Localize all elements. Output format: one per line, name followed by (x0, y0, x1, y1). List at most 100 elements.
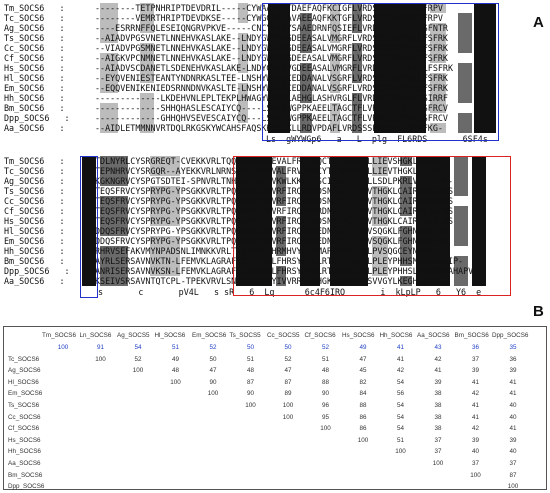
sequence-name: Cf_SOCS6 : (4, 206, 65, 216)
matrix-cell: 90 (240, 390, 262, 398)
matrix-cell: 100 (52, 344, 74, 352)
matrix-row-name: Cc_SOCS6 (8, 414, 41, 422)
matrix-cell: 88 (352, 402, 374, 410)
matrix-cell: 43 (427, 344, 449, 352)
matrix-column-header: Tm_SOCS6 (42, 332, 76, 340)
matrix-cell: 37 (465, 460, 487, 468)
matrix-cell: 47 (352, 356, 374, 364)
conserved-box-blue-bottom (80, 156, 98, 298)
matrix-column-header: Ag_SOCS5 (117, 332, 150, 340)
matrix-cell: 47 (202, 367, 224, 375)
matrix-cell: 51 (390, 437, 412, 445)
matrix-cell: 36 (502, 356, 524, 364)
matrix-column-header: Em_SOCS6 (192, 332, 226, 340)
sequence-name: Ag_SOCS6 : (4, 23, 65, 33)
matrix-cell: 45 (352, 367, 374, 375)
matrix-cell: 41 (390, 356, 412, 364)
matrix-cell: 39 (502, 437, 524, 445)
sequence-name: Cc_SOCS6 : (4, 43, 65, 53)
matrix-row-name: Ag_SOCS6 (8, 367, 41, 375)
matrix-cell: 54 (390, 379, 412, 387)
matrix-cell: 90 (202, 379, 224, 387)
matrix-row-name: Hh_SOCS6 (8, 448, 41, 456)
matrix-cell: 86 (352, 425, 374, 433)
matrix-cell: 54 (390, 425, 412, 433)
alignment-bottom: Tm_SOCS6 : TDLNYRLCYSRGREQT-CVEKKVRLTQQSL… (0, 156, 525, 281)
matrix-row-name: Bm_SOCS6 (8, 472, 42, 480)
identity-matrix: Tm_SOCS6 Ln_SOCS6 Ag_SOCS5 Hl_SOCS6 Em_SOCS6… (3, 326, 547, 490)
matrix-cell: 40 (465, 448, 487, 456)
matrix-cell: 38 (427, 414, 449, 422)
sequence-name: Aa_SOCS6 : (4, 123, 65, 133)
sequence-name: Em_SOCS6 : (4, 236, 65, 246)
matrix-cell: 41 (465, 414, 487, 422)
sequence-name: Tm_SOCS6 : (4, 156, 65, 166)
matrix-cell: 90 (315, 390, 337, 398)
matrix-cell: 51 (240, 356, 262, 364)
sequence-name: Tc_SOCS6 : (4, 166, 65, 176)
matrix-cell: 36 (465, 344, 487, 352)
matrix-cell: 91 (90, 344, 112, 352)
matrix-cell: 41 (465, 402, 487, 410)
matrix-cell: 48 (315, 367, 337, 375)
matrix-cell: 41 (390, 344, 412, 352)
matrix-cell: 100 (352, 437, 374, 445)
matrix-cell: 50 (277, 344, 299, 352)
sequence-name: Hl_SOCS6 : (4, 226, 65, 236)
matrix-cell: 41 (502, 425, 524, 433)
matrix-cell: 52 (127, 356, 149, 364)
matrix-cell: 49 (165, 356, 187, 364)
matrix-column-header: Cc_SOCS5 (267, 332, 300, 340)
matrix-cell: 48 (240, 367, 262, 375)
matrix-cell: 41 (465, 379, 487, 387)
sequence-name: Bm_SOCS6 : (4, 256, 65, 266)
matrix-cell: 39 (465, 367, 487, 375)
matrix-cell: 96 (315, 402, 337, 410)
matrix-cell: 38 (427, 402, 449, 410)
matrix-cell: 41 (502, 379, 524, 387)
matrix-cell: 100 (277, 402, 299, 410)
matrix-column-header: Hl_SOCS6 (155, 332, 186, 340)
matrix-cell: 52 (277, 356, 299, 364)
matrix-column-header: Ln_SOCS6 (80, 332, 112, 340)
matrix-cell: 86 (352, 414, 374, 422)
matrix-cell: 82 (352, 379, 374, 387)
matrix-cell: 54 (390, 402, 412, 410)
matrix-cell: 54 (390, 414, 412, 422)
matrix-cell: 40 (502, 402, 524, 410)
matrix-cell: 89 (277, 390, 299, 398)
matrix-cell: 100 (240, 402, 262, 410)
matrix-cell: 56 (390, 390, 412, 398)
matrix-cell: 41 (427, 367, 449, 375)
sh2-box-red (233, 156, 511, 296)
matrix-cell: 51 (165, 344, 187, 352)
matrix-row-name: Cf_SOCS6 (8, 425, 39, 433)
matrix-cell: 52 (202, 344, 224, 352)
sequence-name: Hl_SOCS6 : (4, 73, 65, 83)
matrix-cell: 39 (465, 437, 487, 445)
matrix-cell: 42 (427, 356, 449, 364)
matrix-cell: 42 (465, 425, 487, 433)
sequence-name: Aa_SOCS6 : (4, 276, 65, 286)
matrix-cell: 100 (165, 379, 187, 387)
matrix-column-header: Bm_SOCS6 (455, 332, 489, 340)
panel-b-label: B (533, 303, 544, 320)
matrix-column-header: Aa_SOCS6 (417, 332, 450, 340)
sequence-name: Hh_SOCS6 : (4, 93, 65, 103)
matrix-row-name: Hs_SOCS6 (8, 437, 41, 445)
sequence-name: Ag_SOCS6 : (4, 176, 65, 186)
sequence-name: Hh_SOCS6 : (4, 246, 65, 256)
matrix-cell: 100 (465, 472, 487, 480)
matrix-cell: 37 (502, 460, 524, 468)
sequence-name: Dpp_SOCS6 : (4, 266, 70, 276)
matrix-row-name: Hl_SOCS6 (8, 379, 39, 387)
sequence-name: Hs_SOCS6 : (4, 63, 65, 73)
matrix-cell: 35 (502, 344, 524, 352)
matrix-cell: 49 (352, 344, 374, 352)
matrix-cell: 88 (315, 379, 337, 387)
matrix-cell: 37 (465, 356, 487, 364)
matrix-row-name: Em_SOCS6 (8, 390, 42, 398)
matrix-cell: 100 (202, 390, 224, 398)
sequence-name: Cf_SOCS6 : (4, 53, 65, 63)
matrix-column-header: Ts_SOCS5 (230, 332, 261, 340)
